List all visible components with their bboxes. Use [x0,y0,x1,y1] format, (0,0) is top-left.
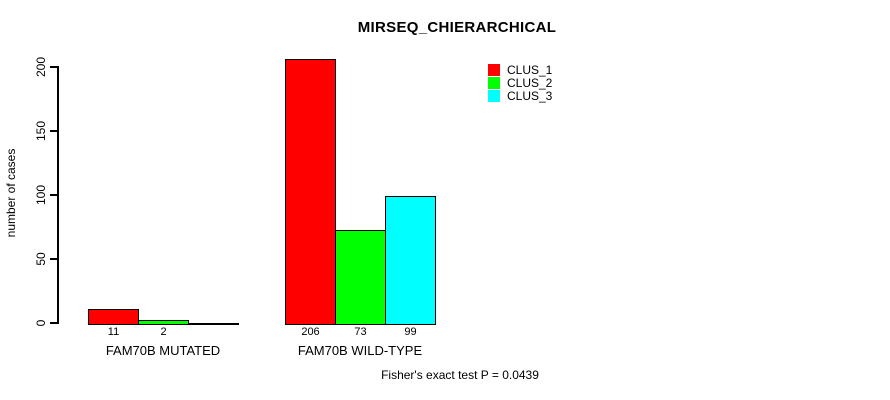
y-tick-mark-0 [50,322,58,324]
y-tick-mark-100 [50,194,58,196]
legend-label-clus-1: CLUS_1 [507,62,553,77]
y-tick-label-50: 50 [34,252,48,266]
bar-value-clus-2-fam70b-wild-type: 73 [354,326,367,338]
legend-label-clus-3: CLUS_3 [507,88,553,103]
legend-swatch-clus-3 [488,89,500,102]
bar-clus-1-fam70b-wild-type [285,59,336,325]
legend-item-clus-2: CLUS_2 [488,75,553,90]
bar-clus-1-fam70b-mutated [88,309,139,325]
y-tick-mark-150 [50,130,58,132]
bar-clus-2-fam70b-mutated [138,320,189,325]
bar-value-clus-3-fam70b-wild-type: 99 [404,326,417,338]
x-axis-category-fam70b-mutated: FAM70B MUTATED [105,343,221,358]
y-tick-mark-50 [50,258,58,260]
stat-annotation: Fisher's exact test P = 0.0439 [381,368,539,382]
y-tick-label-100: 100 [34,184,48,206]
y-tick-label-150: 150 [34,120,48,142]
legend-item-clus-1: CLUS_1 [488,62,553,77]
legend: CLUS_1 CLUS_2 CLUS_3 [488,62,553,103]
bar-value-clus-1-fam70b-wild-type: 206 [301,326,320,338]
bar-clus-3-fam70b-wild-type [385,196,436,325]
legend-swatch-clus-1 [488,63,500,76]
bar-value-clus-1-fam70b-mutated: 11 [107,326,120,338]
legend-label-clus-2: CLUS_2 [507,75,553,90]
legend-item-clus-3: CLUS_3 [488,88,553,103]
bar-value-clus-2-fam70b-mutated: 2 [160,326,167,338]
chart-title: MIRSEQ_CHIERARCHICAL [357,19,557,36]
legend-swatch-clus-2 [488,76,500,89]
y-tick-mark-200 [50,66,58,68]
x-axis-category-fam70b-wild-type: FAM70B WILD-TYPE [297,343,423,358]
bar-clus-2-fam70b-wild-type [335,230,386,325]
y-tick-label-200: 200 [34,56,48,78]
y-axis-title: number of cases [4,148,18,238]
y-tick-label-0: 0 [34,319,48,327]
